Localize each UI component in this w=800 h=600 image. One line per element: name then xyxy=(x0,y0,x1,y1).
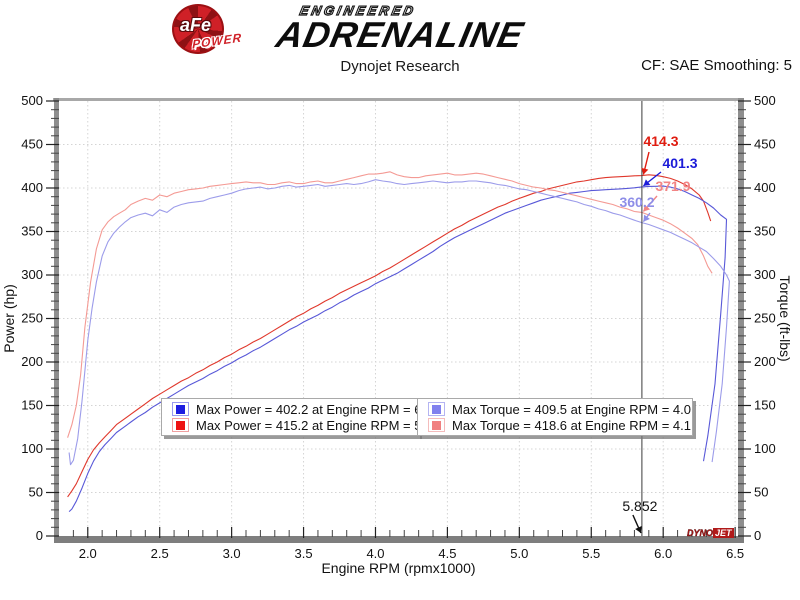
y-tick-label-left: 150 xyxy=(21,398,43,413)
dynojet-watermark-jet: JET xyxy=(713,528,734,538)
y-tick-label-left: 200 xyxy=(21,354,43,369)
legend-swatch xyxy=(428,402,445,416)
cursor-value-label: 414.3 xyxy=(643,133,678,149)
y-tick-label-right: 300 xyxy=(754,267,776,282)
chart-title: Dynojet Research xyxy=(340,58,460,75)
curve-power-blue-run xyxy=(68,185,728,513)
spine-top xyxy=(53,98,744,101)
x-tick-label: 6.0 xyxy=(654,546,672,561)
legend-swatch-color xyxy=(176,420,185,430)
x-tick-label: 5.5 xyxy=(582,546,600,561)
cursor-value-label: 360.2 xyxy=(619,194,654,210)
x-tick-label: 6.5 xyxy=(726,546,744,561)
axis-title-rpm: Engine RPM (rpmx1000) xyxy=(321,560,475,576)
cursor-value-label: 401.3 xyxy=(662,155,697,171)
legend-box-torque: Max Torque = 409.5 at Engine RPM = 4.0 Ma… xyxy=(417,398,693,436)
x-tick-label: 5.0 xyxy=(510,546,528,561)
x-tick-label: 3.5 xyxy=(295,546,313,561)
cursor-rpm-label: 5.852 xyxy=(622,498,657,514)
callout-arrow-head xyxy=(643,179,651,186)
axis-title-torque: Torque (ft-lbs) xyxy=(777,275,793,361)
y-tick-label-right: 450 xyxy=(754,137,776,152)
correction-factor-label: CF: SAE Smoothing: 5 xyxy=(641,57,792,74)
legend-label: Max Torque = 418.6 at Engine RPM = 4.1 xyxy=(452,417,691,433)
legend-swatch xyxy=(428,418,445,432)
y-tick-label-right: 400 xyxy=(754,180,776,195)
y-tick-label-right: 350 xyxy=(754,224,776,239)
spine-left xyxy=(54,98,59,542)
x-tick-label: 2.0 xyxy=(79,546,97,561)
afe-power-logo xyxy=(172,4,224,54)
axis-title-power: Power (hp) xyxy=(1,284,17,352)
legend-swatch-color xyxy=(176,404,185,414)
callout-arrow-head xyxy=(643,204,651,212)
dynojet-watermark: DYNO JET xyxy=(687,528,734,538)
y-tick-label-right: 50 xyxy=(754,485,768,500)
legend-swatch xyxy=(172,402,189,416)
x-tick-label: 2.5 xyxy=(151,546,169,561)
y-tick-label-right: 500 xyxy=(754,93,776,108)
callout-arrow-head xyxy=(641,167,649,175)
spine-bottom xyxy=(54,536,744,543)
y-tick-label-left: 100 xyxy=(21,441,43,456)
spine-right xyxy=(738,98,744,542)
cursor-rpm-arrow-head xyxy=(635,526,642,533)
legend-item: Max Torque = 409.5 at Engine RPM = 4.0 xyxy=(422,401,691,417)
dynojet-watermark-dyno: DYNO xyxy=(687,528,714,538)
legend-item: Max Torque = 418.6 at Engine RPM = 4.1 xyxy=(422,417,691,433)
legend-swatch-color xyxy=(432,404,441,414)
legend-box-power: Max Power = 402.2 at Engine RPM = 6.0 Max… xyxy=(161,398,432,436)
cursor-value-label: 371.9 xyxy=(655,178,690,194)
y-tick-label-right: 250 xyxy=(754,311,776,326)
x-tick-label: 4.5 xyxy=(438,546,456,561)
y-tick-label-left: 450 xyxy=(21,137,43,152)
y-tick-label-right: 200 xyxy=(754,354,776,369)
y-tick-label-left: 300 xyxy=(21,267,43,282)
y-tick-label-left: 500 xyxy=(21,93,43,108)
legend-swatch xyxy=(172,418,189,432)
legend-item: Max Power = 402.2 at Engine RPM = 6.0 xyxy=(166,401,432,417)
legend-item: Max Power = 415.2 at Engine RPM = 5.9 xyxy=(166,417,432,433)
y-tick-label-left: 250 xyxy=(21,311,43,326)
y-tick-label-right: 0 xyxy=(754,528,761,543)
y-tick-label-right: 150 xyxy=(754,398,776,413)
y-tick-label-left: 400 xyxy=(21,180,43,195)
callout-arrow-head xyxy=(643,214,650,222)
afe-logo-text: aFe xyxy=(180,15,212,35)
brand-header: aFe POWER ENGINEERED ADRENALINE xyxy=(170,2,610,55)
y-tick-label-left: 50 xyxy=(29,485,43,500)
x-tick-label: 4.0 xyxy=(366,546,384,561)
legend-label: Max Power = 402.2 at Engine RPM = 6.0 xyxy=(196,401,433,417)
curve-torque-blue-run xyxy=(68,179,730,466)
curve-power-red-run xyxy=(67,174,712,498)
legend-label: Max Power = 415.2 at Engine RPM = 5.9 xyxy=(196,417,433,433)
y-tick-label-left: 0 xyxy=(36,528,43,543)
x-tick-label: 3.0 xyxy=(223,546,241,561)
legend-label: Max Torque = 409.5 at Engine RPM = 4.0 xyxy=(452,401,691,417)
y-tick-label-left: 350 xyxy=(21,224,43,239)
curve-torque-red-run xyxy=(67,171,713,438)
legend-swatch-color xyxy=(432,420,441,430)
y-tick-label-right: 100 xyxy=(754,441,776,456)
